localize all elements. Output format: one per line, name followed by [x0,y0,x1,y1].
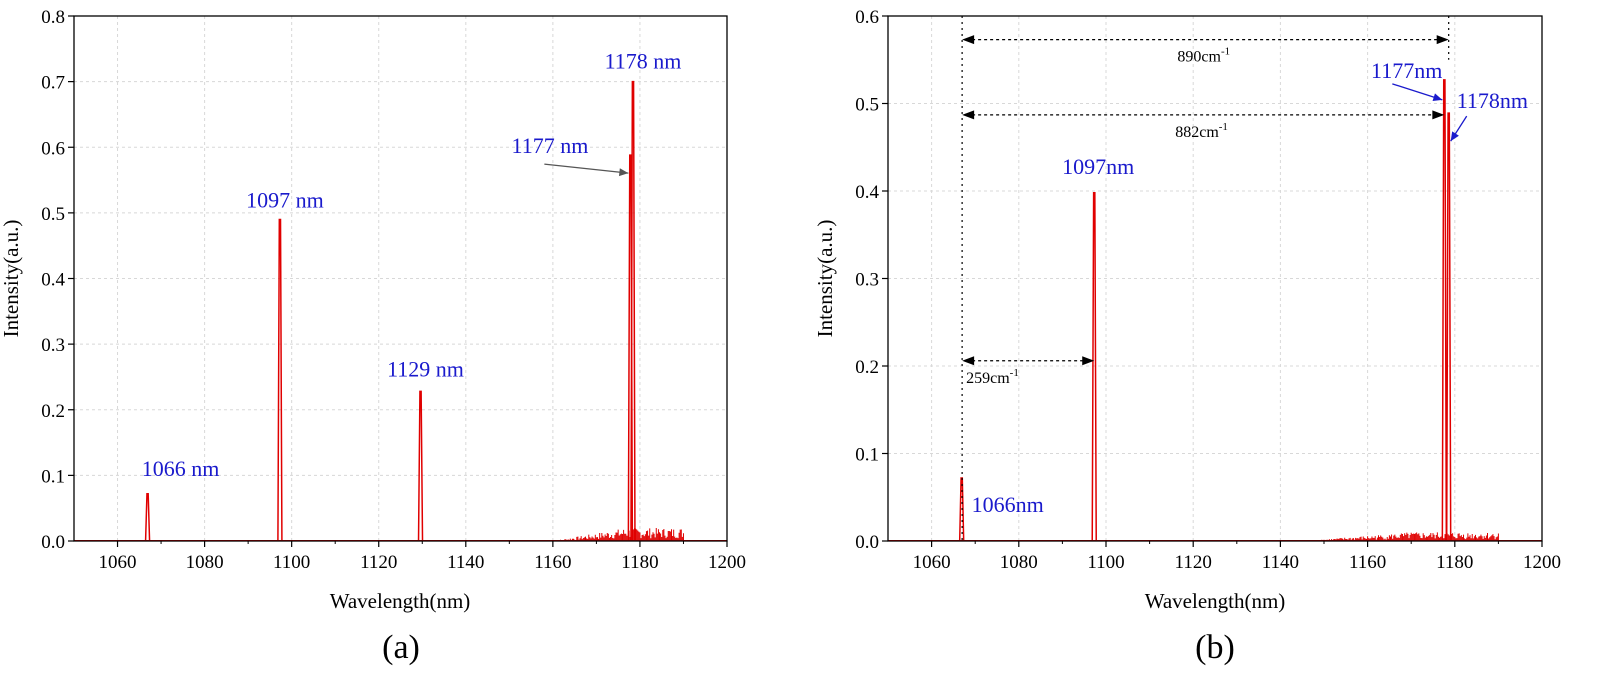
x-tick-label: 1180 [1436,552,1473,573]
shift-value: 890cm [1177,49,1221,66]
peak-label: 1177 nm [512,133,589,158]
x-tick-label: 1120 [1175,552,1212,573]
chart-a-peak-labels: 1066 nm 1097 nm 1129 nm 1177 nm 1178 nm [142,49,682,481]
y-tick-label: 0.2 [855,357,879,378]
shift-label: 882cm-1 [1175,121,1228,141]
peak-label: 1178nm [1457,88,1528,113]
chart-a-panel-label: (a) [382,629,420,666]
shift-arrowhead-left [962,110,975,120]
y-tick-label: 0.8 [41,7,65,28]
shift-arrowhead-left [962,356,975,366]
y-tick-label: 0.6 [41,138,65,159]
spectral-peak [144,493,151,542]
chart-b-y-axis-label: Intensity(a.u.) [813,220,837,338]
y-tick-label: 0.0 [855,532,879,553]
spectral-peak [1441,79,1448,542]
chart-b: 1060 1080 1100 1120 1140 1160 1180 1200 0.00.10… [813,7,1561,666]
noise-region [553,527,684,541]
spectral-peak [277,218,283,542]
chart-b-panel-label: (b) [1195,629,1235,666]
spectral-peak [1091,192,1097,542]
y-tick-label: 0.1 [855,445,879,466]
peak-label: 1129 nm [387,356,464,381]
y-tick-label: 0.3 [41,335,65,356]
chart-a-x-ticks: 1060 1080 1100 1120 1140 1160 1180 1200 [99,541,746,573]
shift-superscript: -1 [1219,121,1228,133]
peak-label-arrowhead [1450,131,1459,142]
shift-value: 882cm [1175,124,1219,141]
x-tick-label: 1140 [1262,552,1299,573]
shift-arrowhead-left [962,35,975,45]
y-tick-label: 0.1 [41,466,65,487]
peak-label: 1097nm [1062,154,1134,179]
x-tick-label: 1140 [447,552,484,573]
x-tick-label: 1200 [708,552,746,573]
spectral-peak [417,390,424,542]
y-tick-label: 0.4 [41,270,65,291]
shift-superscript: -1 [1010,367,1019,379]
x-tick-label: 1160 [534,552,571,573]
peak-label-arrow [544,163,629,174]
shift-value: 259cm [966,370,1010,387]
chart-b-x-axis-label: Wavelength(nm) [1145,589,1286,613]
noise-region [1302,532,1499,541]
chart-a: 1060 1080 1100 1120 1140 1160 1180 1200 0.00.10… [0,7,746,666]
y-tick-label: 0.5 [855,95,879,116]
y-tick-label: 0.7 [41,73,65,94]
x-tick-label: 1060 [99,552,137,573]
x-tick-label: 1180 [621,552,658,573]
x-tick-label: 1100 [1087,552,1124,573]
spectral-peak [1445,112,1452,542]
peak-label-arrowhead [618,168,629,177]
peak-label-arrowhead [1432,93,1443,101]
x-tick-label: 1100 [273,552,310,573]
x-tick-label: 1120 [360,552,397,573]
peak-label: 1178 nm [605,49,682,74]
shift-label: 259cm-1 [966,367,1019,387]
peak-label: 1066 nm [142,456,220,481]
peak-label: 1066nm [972,492,1044,517]
peak-label: 1097 nm [246,187,324,212]
chart-a-frame [73,15,728,542]
chart-a-y-ticks: 0.0 0.1 0.2 0.3 0.4 0.5 0.6 0.7 0.8 [41,7,74,553]
chart-b-series [888,79,1542,542]
shift-label: 890cm-1 [1177,46,1230,66]
chart-b-frame [887,15,1543,542]
y-tick-label: 0.5 [41,204,65,225]
chart-b-y-ticks: 0.0 0.1 0.2 0.3 0.4 0.5 0.6 [855,7,888,553]
x-tick-label: 1080 [186,552,224,573]
x-tick-label: 1060 [913,552,951,573]
x-tick-label: 1200 [1523,552,1561,573]
chart-b-x-ticks: 1060 1080 1100 1120 1140 1160 1180 1200 [913,541,1561,573]
shift-arrowhead-right [1082,356,1095,366]
y-tick-label: 0.2 [41,401,65,422]
chart-b-peak-labels: 1066nm 1097nm 1177nm 1178nm [972,58,1528,517]
y-tick-label: 0.0 [41,532,65,553]
shift-arrowhead-right [1436,35,1449,45]
x-tick-label: 1160 [1349,552,1386,573]
chart-a-y-axis-label: Intensity(a.u.) [0,220,23,338]
y-tick-label: 0.3 [855,270,879,291]
y-tick-label: 0.6 [855,7,879,28]
shift-arrowhead-right [1432,110,1445,120]
chart-a-x-axis-label: Wavelength(nm) [330,589,471,613]
shift-superscript: -1 [1221,46,1230,58]
peak-label: 1177nm [1371,58,1442,83]
spectral-peak [630,80,636,542]
x-tick-label: 1080 [1000,552,1038,573]
y-tick-label: 0.4 [855,182,879,203]
